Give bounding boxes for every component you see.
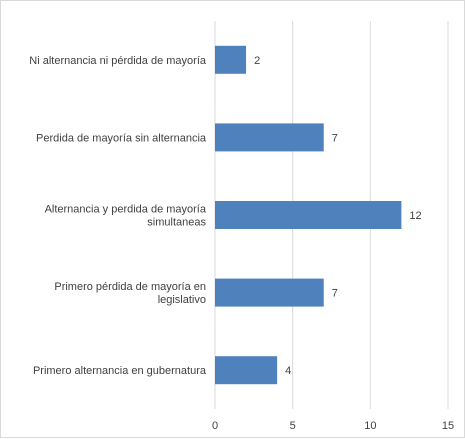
- category-label: Primero pérdida de mayoría en: [54, 281, 206, 293]
- x-tick-label: 0: [212, 420, 218, 432]
- category-label: legislativo: [158, 294, 206, 306]
- x-tick-label: 10: [364, 420, 376, 432]
- category-labels: Ni alternancia ni pérdida de mayoría Perd…: [29, 55, 207, 377]
- bars: [215, 45, 402, 385]
- category-label: Ni alternancia ni pérdida de mayoría: [29, 55, 207, 67]
- category-label: Perdida de mayoría sin alternancia: [36, 132, 207, 144]
- data-label: 7: [332, 132, 338, 144]
- x-tick-label: 15: [442, 420, 454, 432]
- x-axis-ticks: 0 5 10 15: [212, 420, 454, 432]
- data-label: 7: [332, 288, 338, 300]
- bar: [215, 356, 278, 385]
- bar: [215, 45, 247, 74]
- category-label: Primero alternancia en gubernatura: [33, 365, 207, 377]
- bar: [215, 201, 402, 229]
- bar: [215, 123, 324, 152]
- data-label: 12: [409, 210, 421, 222]
- x-tick-label: 5: [290, 420, 296, 432]
- data-label: 4: [285, 365, 291, 377]
- category-label: simultaneas: [147, 217, 206, 229]
- category-label: Alternancia y perdida de mayoría: [45, 204, 207, 216]
- data-labels: 2 7 12 7 4: [254, 55, 422, 377]
- bar: [215, 278, 324, 307]
- data-label: 2: [254, 55, 260, 67]
